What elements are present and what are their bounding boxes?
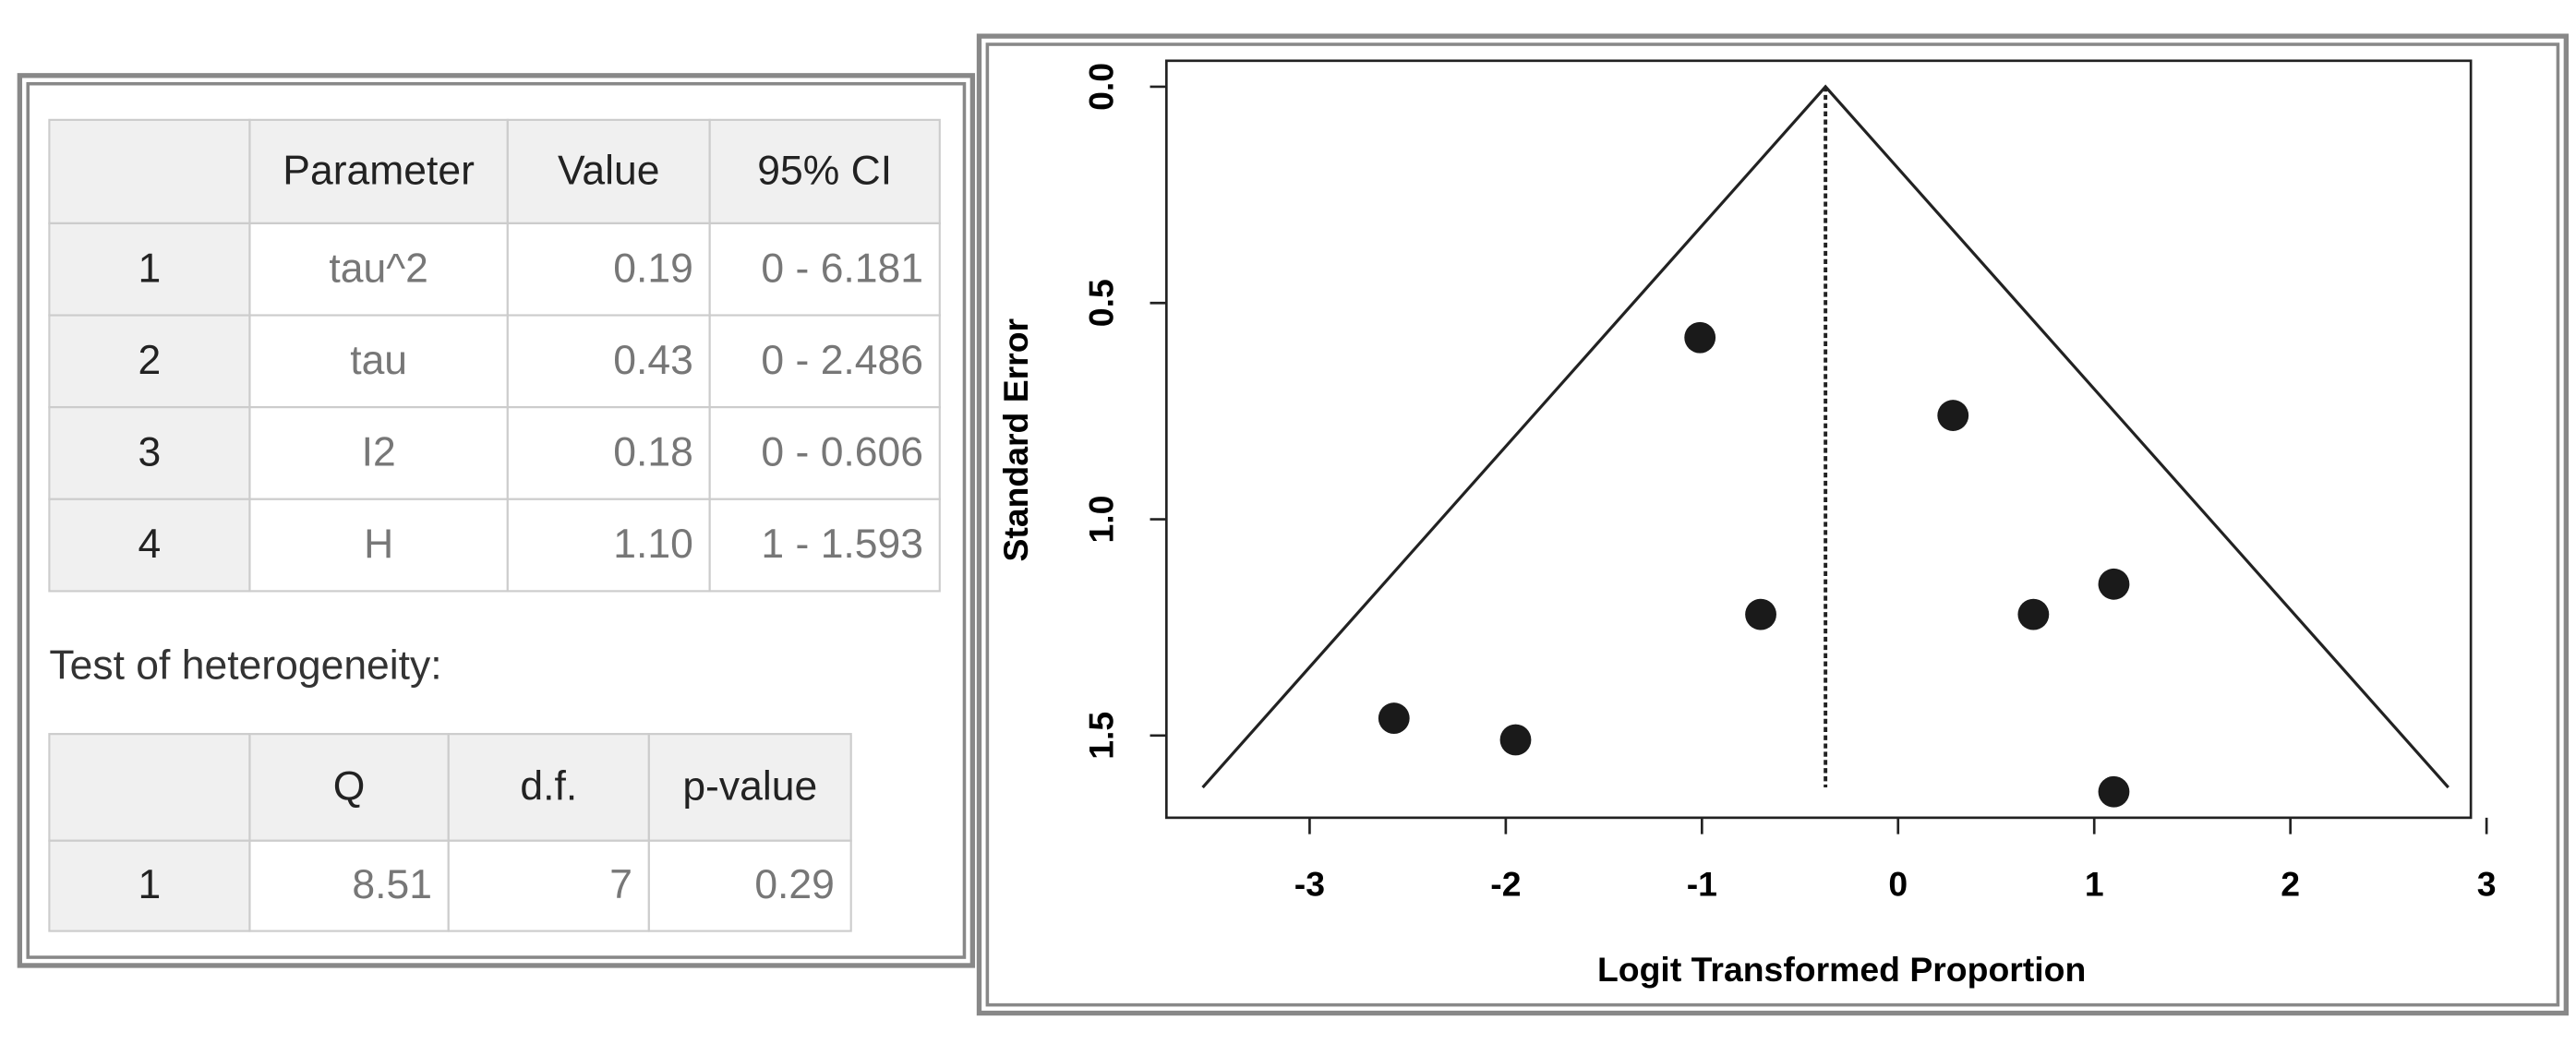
- table-value: 0.29: [754, 862, 835, 907]
- x-axis-label: Logit Transformed Proportion: [1597, 950, 2086, 989]
- table-header: Value: [558, 148, 659, 193]
- table-value: 1: [138, 246, 162, 291]
- funnel-outline: [1201, 84, 2450, 789]
- table-value: 3: [138, 429, 162, 474]
- table-value: 1.10: [613, 522, 693, 567]
- study-point: [1684, 321, 1716, 354]
- table-panel: [17, 73, 976, 968]
- table-value: 7: [609, 862, 632, 907]
- table-cell: [248, 498, 509, 593]
- table-cell: [708, 406, 941, 500]
- table-cell: [708, 118, 941, 224]
- y-tick-label: 1.0: [1082, 496, 1121, 544]
- table-value: I2: [362, 429, 396, 474]
- study-point: [2017, 598, 2050, 630]
- table-value: 2: [138, 338, 162, 383]
- table-value: 0 - 6.181: [761, 246, 923, 291]
- study-point: [1378, 702, 1410, 734]
- table-panel-inner: [26, 81, 967, 959]
- table-header: 95% CI: [757, 148, 892, 193]
- table-cell: [447, 733, 650, 842]
- x-tick-label: -1: [1687, 864, 1717, 903]
- study-point: [1499, 724, 1532, 756]
- table-value: 0 - 2.486: [761, 338, 923, 383]
- plot-panel-inner: [985, 42, 2560, 1007]
- table-cell: [708, 498, 941, 593]
- table-cell: [647, 733, 852, 842]
- heterogeneity-title: Test of heterogeneity:: [49, 643, 441, 689]
- x-tick-label: 2: [2281, 864, 2300, 903]
- table-header: Parameter: [283, 148, 475, 193]
- table-cell: [48, 498, 251, 593]
- table-value: 1: [138, 862, 162, 907]
- table-header: d.f.: [520, 763, 577, 809]
- table-cell: [447, 839, 650, 932]
- y-axis-label: Standard Error: [996, 318, 1035, 562]
- tables: Parameter Value 95% CI 1 tau^2 0.19 0 - 6.181 2…: [48, 118, 941, 932]
- table-cell: [506, 406, 711, 500]
- table-value: 0 - 0.606: [761, 429, 923, 474]
- table-value: 8.51: [352, 862, 432, 907]
- y-tick-label: 1.5: [1082, 712, 1121, 760]
- table-value: tau^2: [329, 246, 427, 291]
- table-cell: [248, 406, 509, 500]
- table-cell: [506, 498, 711, 593]
- x-tick-label: -3: [1294, 864, 1325, 903]
- table-cell: [48, 406, 251, 500]
- table-cell: [647, 839, 852, 932]
- table-cell: [708, 222, 941, 317]
- x-tick-label: 3: [2477, 864, 2497, 903]
- plot-box: [1164, 59, 2473, 820]
- study-point: [2098, 568, 2130, 600]
- y-tick-label: 0.5: [1082, 279, 1121, 327]
- table-value: 0.18: [613, 429, 693, 474]
- table-cell: [48, 733, 251, 842]
- y-tick-label: 0.0: [1082, 63, 1121, 111]
- table-value: 1 - 1.593: [761, 522, 923, 567]
- table-value: 0.43: [613, 338, 693, 383]
- table-cell: [248, 839, 450, 932]
- table-cell: [248, 222, 509, 317]
- study-point: [1937, 400, 1969, 431]
- plot-panel: [976, 33, 2569, 1016]
- table-value: tau: [350, 338, 407, 383]
- x-tick-label: 1: [2085, 864, 2104, 903]
- x-tick-label: 0: [1888, 864, 1908, 903]
- table-header: Q: [333, 763, 366, 809]
- table-cell: [248, 118, 509, 224]
- table-cell: [248, 733, 450, 842]
- table-cell: [708, 314, 941, 409]
- table-value: 4: [138, 522, 162, 567]
- table-cell: [48, 222, 251, 317]
- study-point: [1745, 598, 1776, 630]
- study-point: [2098, 775, 2130, 808]
- table-cell: [48, 118, 251, 224]
- table-header: p-value: [682, 763, 817, 809]
- table-cell: [48, 839, 251, 932]
- table-value: H: [364, 522, 393, 567]
- table-value: 0.19: [613, 246, 693, 291]
- table-cell: [506, 222, 711, 317]
- x-tick-label: -2: [1490, 864, 1521, 903]
